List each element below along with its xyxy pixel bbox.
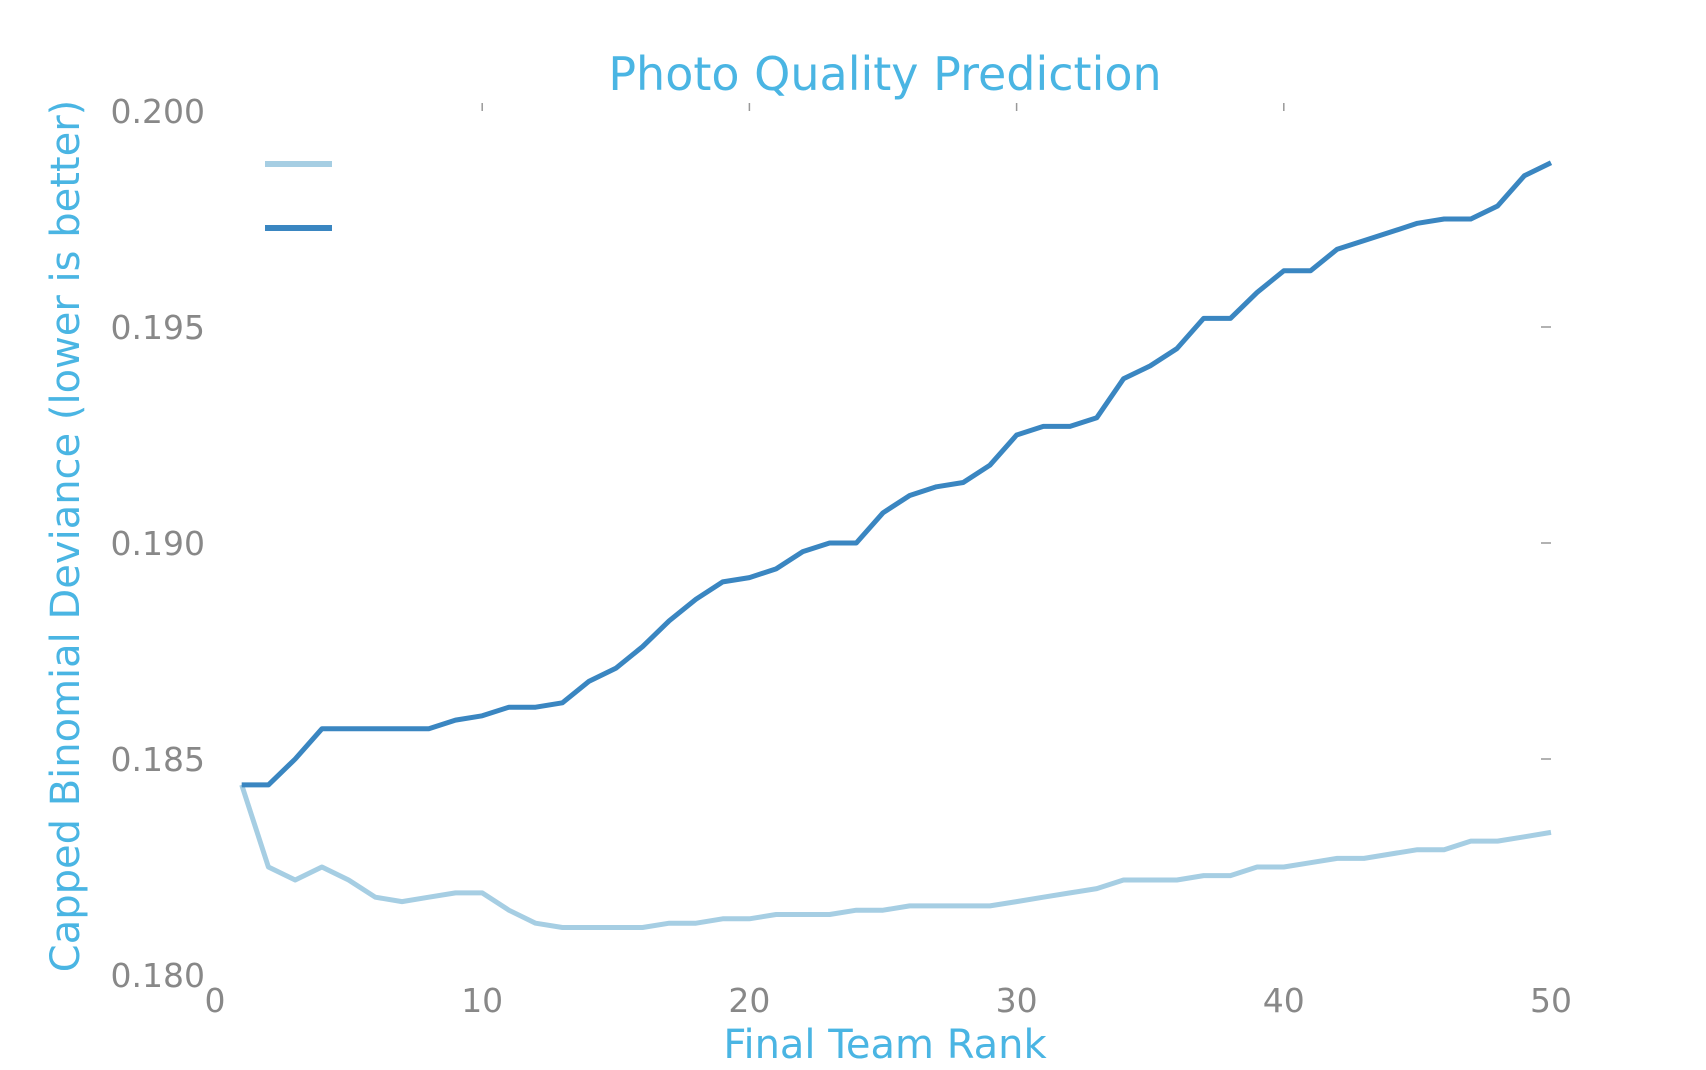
x-tick-label: 50 (1530, 981, 1572, 1020)
y-tick-label: 0.185 (111, 740, 205, 779)
y-tick-label: 0.200 (111, 92, 205, 131)
x-tick-label: 40 (1263, 981, 1305, 1020)
series-lines (239, 160, 1553, 930)
legend (265, 161, 332, 231)
y-tick-label: 0.195 (111, 308, 205, 347)
series-line-2 (241, 160, 1553, 788)
x-tick-label: 30 (996, 981, 1038, 1020)
y-axis-label: Capped Binomial Deviance (lower is bette… (43, 100, 89, 972)
axis-ticks: 0 10 20 30 40 50 0.180 0.185 0.190 0.195 0.200 (111, 92, 1572, 1020)
chart-title: Photo Quality Prediction (608, 47, 1161, 101)
x-tick-label: 20 (728, 981, 770, 1020)
y-tick-label: 0.190 (111, 524, 205, 563)
x-tick-label: 10 (461, 981, 503, 1020)
series-line-1 (239, 784, 1552, 930)
x-tick-label: 0 (205, 981, 226, 1020)
y-tick-label: 0.180 (111, 956, 205, 995)
x-axis-label: Final Team Rank (723, 1022, 1047, 1066)
